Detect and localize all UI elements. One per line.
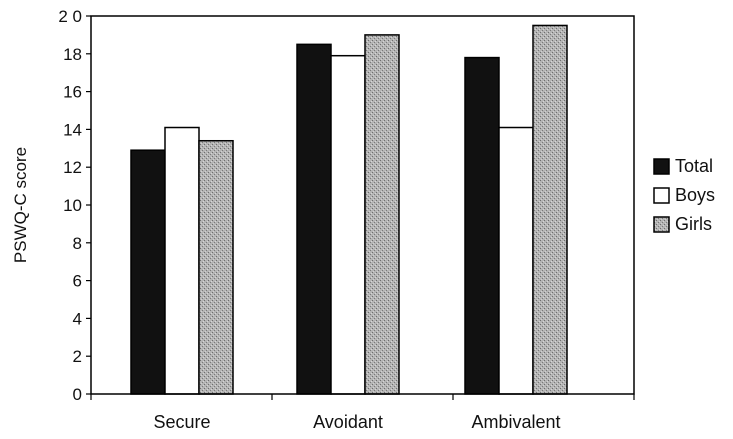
legend-label: Girls [675, 214, 712, 234]
y-tick-label: 2 [73, 347, 82, 366]
bar-boys-ambivalent [498, 126, 534, 395]
y-tick-label: 10 [63, 196, 82, 215]
bar-boys-avoidant [330, 54, 366, 395]
legend-label: Total [675, 156, 713, 176]
bar-girls-ambivalent [532, 24, 568, 395]
bar-girls-secure [198, 139, 234, 395]
legend: Total Boys Girls [653, 156, 715, 234]
y-tick-label: 0 [73, 385, 82, 404]
legend-swatch-girls [653, 216, 670, 233]
x-tick-label: Ambivalent [471, 412, 560, 432]
legend-swatch-boys [653, 187, 670, 204]
legend-swatch-total [653, 158, 670, 175]
y-tick-label: 12 [63, 158, 82, 177]
legend-label: Boys [675, 185, 715, 205]
y-tick-label: 2 0 [58, 7, 82, 26]
x-tick-label: Secure [153, 412, 210, 432]
bar-boys-secure [164, 126, 200, 395]
y-axis-label: PSWQ-C score [11, 147, 30, 263]
y-tick-label: 18 [63, 45, 82, 64]
bars-group [130, 24, 568, 395]
y-tick-label: 14 [63, 120, 82, 139]
bar-total-ambivalent [464, 56, 500, 395]
y-tick-label: 4 [73, 309, 82, 328]
bar-total-avoidant [296, 43, 332, 395]
y-tick-label: 8 [73, 234, 82, 253]
y-tick-label: 6 [73, 272, 82, 291]
x-axis: Secure Avoidant Ambivalent [90, 394, 635, 432]
bar-total-secure [130, 149, 166, 395]
y-axis: 0 2 4 6 8 10 12 14 16 18 2 0 [58, 7, 91, 404]
bar-girls-avoidant [364, 34, 400, 395]
y-tick-label: 16 [63, 83, 82, 102]
x-tick-label: Avoidant [313, 412, 383, 432]
